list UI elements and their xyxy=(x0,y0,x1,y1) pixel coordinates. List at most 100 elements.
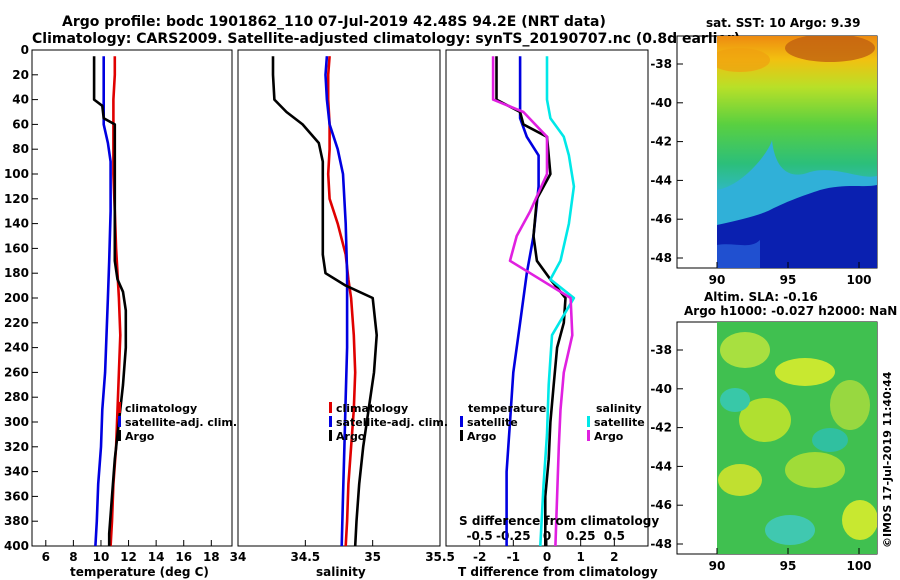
x-tick-label: 34.5 xyxy=(291,550,321,564)
x2-tick-label: 0.5 xyxy=(604,529,625,543)
x-tick-label: 2 xyxy=(610,550,618,564)
x-tick-label: 1 xyxy=(576,550,584,564)
salinity-axis-label: salinity xyxy=(316,565,366,579)
sst-map-x-axis: 90 95 100 xyxy=(709,262,872,287)
x-tick-label: 10 xyxy=(93,550,110,564)
salinity-panel-frame xyxy=(237,49,441,547)
depth-tick-label: 40 xyxy=(12,93,29,107)
map-y-tick-label: -42 xyxy=(650,135,672,149)
temperature-series xyxy=(92,56,128,547)
x-tick-label: 16 xyxy=(175,550,192,564)
legend-argo-swatch xyxy=(118,430,121,441)
map-x-tick-label: 100 xyxy=(846,273,871,287)
x-tick-label: -2 xyxy=(473,550,486,564)
depth-tick-label: 20 xyxy=(12,68,29,82)
legend-t-argo-swatch xyxy=(460,430,463,441)
depth-tick-label: 360 xyxy=(4,489,29,503)
map-y-tick-label: -48 xyxy=(650,251,672,265)
map-y-tick-label: -46 xyxy=(650,212,672,226)
salinity-x-axis: 34 34.5 35 35.5 xyxy=(230,540,455,564)
legend-s-argo-label: Argo xyxy=(594,430,624,443)
depth-tick-label: 160 xyxy=(4,241,29,255)
depth-tick-label: 220 xyxy=(4,316,29,330)
map-x-tick-label: 100 xyxy=(846,559,871,573)
map-y-tick-label: -48 xyxy=(650,537,672,551)
depth-tick-label: 180 xyxy=(4,266,29,280)
legend-salinity-title: salinity xyxy=(596,402,642,415)
depth-tick-label: 240 xyxy=(4,341,29,355)
legend-t-satellite-swatch xyxy=(460,416,463,427)
legend-temperature-title: temperature xyxy=(468,402,546,415)
s-difference-x-axis: -0.5 -0.25 0 0.25 0.5 xyxy=(467,529,625,543)
x-tick-label: 35 xyxy=(364,550,381,564)
legend-s-satellite-swatch xyxy=(587,416,590,427)
difference-x-axis: -2 -1 0 1 2 xyxy=(473,540,619,564)
s-difference-axis-label: S difference from climatology xyxy=(459,514,659,528)
x-tick-label: 34 xyxy=(230,550,247,564)
map-y-tick-label: -46 xyxy=(650,498,672,512)
depth-tick-label: 60 xyxy=(12,117,29,131)
legend-t-argo-label: Argo xyxy=(467,430,497,443)
sla-map-x-axis: 90 95 100 xyxy=(709,548,872,573)
sst-map-title: sat. SST: 10 Argo: 9.39 xyxy=(706,16,860,30)
depth-tick-label: 260 xyxy=(4,365,29,379)
imos-credit: ©IMOS 17-Jul-2019 11:40:44 xyxy=(881,371,894,548)
x-tick-label: 18 xyxy=(203,550,220,564)
legend-climatology-swatch xyxy=(118,402,121,413)
map-y-tick-label: -38 xyxy=(650,343,672,357)
temperature-panel-frame xyxy=(31,49,233,547)
legend-satellite-swatch xyxy=(329,416,332,427)
x-tick-label: 0 xyxy=(543,550,551,564)
map-y-tick-label: -42 xyxy=(650,421,672,435)
difference-series xyxy=(491,56,576,547)
sst-map-y-axis: -38 -40 -42 -44 -46 -48 xyxy=(650,57,683,265)
legend-t-satellite-label: satellite xyxy=(467,416,518,429)
map-y-tick-label: -40 xyxy=(650,382,672,396)
series-salinity-argo xyxy=(491,56,574,547)
x-tick-label: 8 xyxy=(69,550,77,564)
depth-tick-label: 280 xyxy=(4,390,29,404)
x2-tick-label: -0.5 xyxy=(467,529,493,543)
depth-tick-label: 380 xyxy=(4,514,29,528)
series-salinity-satellite xyxy=(539,56,576,547)
map-x-tick-label: 95 xyxy=(780,273,797,287)
x-tick-label: 12 xyxy=(120,550,137,564)
sla-map-image xyxy=(717,322,877,554)
legend-satellite-label: satellite-adj. clim. xyxy=(336,416,448,429)
depth-tick-label: 100 xyxy=(4,167,29,181)
map-y-tick-label: -44 xyxy=(650,173,672,187)
depth-tick-label: 300 xyxy=(4,415,29,429)
salinity-series xyxy=(271,56,378,547)
depth-tick-label: 140 xyxy=(4,217,29,231)
depth-tick-label: 80 xyxy=(12,142,29,156)
legend-argo-label: Argo xyxy=(336,430,366,443)
series-argo xyxy=(271,56,378,547)
salinity-legend: climatology satellite-adj. clim. Argo xyxy=(329,402,448,443)
map-y-tick-label: -44 xyxy=(650,459,672,473)
legend-argo-swatch xyxy=(329,430,332,441)
x2-tick-label: 0.25 xyxy=(566,529,596,543)
map-y-tick-label: -40 xyxy=(650,96,672,110)
legend-satellite-label: satellite-adj. clim. xyxy=(125,416,237,429)
title-line-1: Argo profile: bodc 1901862_110 07-Jul-20… xyxy=(62,14,606,30)
series-argo xyxy=(92,56,128,546)
depth-tick-label: 340 xyxy=(4,465,29,479)
map-x-tick-label: 90 xyxy=(709,559,726,573)
sla-map-title: Altim. SLA: -0.16 xyxy=(704,290,818,304)
x-tick-label: 35.5 xyxy=(425,550,455,564)
map-y-tick-label: -38 xyxy=(650,57,672,71)
legend-climatology-swatch xyxy=(329,402,332,413)
x2-tick-label: 0 xyxy=(543,529,551,543)
x-tick-label: -1 xyxy=(507,550,520,564)
depth-tick-label: 320 xyxy=(4,440,29,454)
depth-axis: 0 20 40 60 80 100 120 140 160 180 200 220 240 260 280 3… xyxy=(4,43,38,553)
legend-climatology-label: climatology xyxy=(336,402,408,415)
temperature-legend: climatology satellite-adj. clim. Argo xyxy=(118,402,237,443)
sla-map-subtitle: Argo h1000: -0.027 h2000: NaN xyxy=(684,304,897,318)
depth-tick-label: 200 xyxy=(4,291,29,305)
temperature-x-axis: 6 8 10 12 14 16 18 xyxy=(42,540,220,564)
sla-map-y-axis: -38 -40 -42 -44 -46 -48 xyxy=(650,343,683,551)
legend-climatology-label: climatology xyxy=(125,402,197,415)
t-difference-axis-label: T difference from climatology xyxy=(458,565,658,579)
